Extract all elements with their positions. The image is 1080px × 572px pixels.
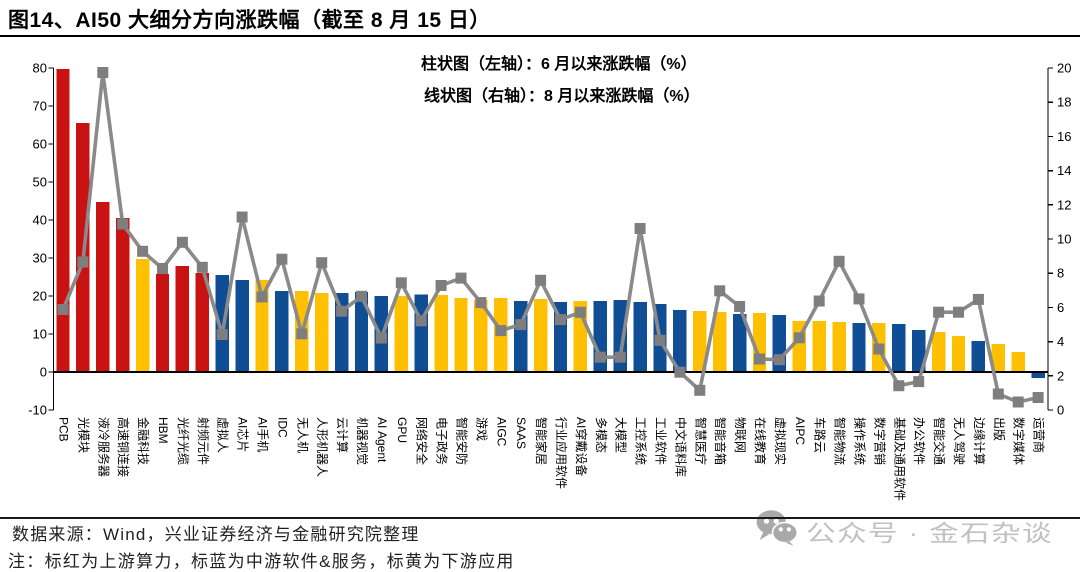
svg-text:18: 18 [1057, 95, 1071, 110]
svg-text:智能安防: 智能安防 [455, 417, 470, 465]
svg-text:出版: 出版 [992, 417, 1006, 441]
svg-text:SAAS: SAAS [514, 417, 528, 449]
svg-text:AI穿戴设备: AI穿戴设备 [574, 417, 589, 476]
svg-text:0: 0 [1057, 403, 1064, 418]
svg-text:边缘计算: 边缘计算 [972, 417, 987, 465]
svg-text:30: 30 [33, 251, 47, 266]
svg-text:60: 60 [33, 137, 47, 152]
svg-text:射频元件: 射频元件 [196, 417, 211, 465]
svg-text:虚拟人: 虚拟人 [216, 417, 230, 453]
svg-text:智能交通: 智能交通 [932, 417, 947, 465]
svg-text:机器视觉: 机器视觉 [355, 417, 370, 465]
svg-text:IDC: IDC [275, 417, 289, 438]
svg-text:车路云: 车路云 [813, 417, 828, 453]
svg-text:智能家居: 智能家居 [534, 417, 549, 465]
svg-text:操作系统: 操作系统 [853, 417, 868, 465]
svg-text:光纤光缆: 光纤光缆 [176, 417, 190, 465]
svg-text:在线教育: 在线教育 [753, 417, 768, 465]
svg-text:办公软件: 办公软件 [912, 417, 927, 465]
svg-text:70: 70 [33, 99, 47, 114]
svg-text:物联网: 物联网 [733, 417, 747, 453]
svg-text:工业软件: 工业软件 [654, 417, 668, 465]
svg-text:虚拟现实: 虚拟现实 [773, 417, 788, 465]
svg-text:大模型: 大模型 [614, 417, 628, 453]
svg-text:高速铜连接: 高速铜连接 [116, 417, 131, 477]
svg-text:PCB: PCB [57, 417, 71, 442]
svg-text:10: 10 [1057, 232, 1071, 247]
svg-text:20: 20 [33, 289, 47, 304]
svg-text:GPU: GPU [395, 417, 409, 443]
svg-text:8: 8 [1057, 266, 1064, 281]
svg-text:中文语料库: 中文语料库 [673, 417, 688, 477]
svg-text:无人机: 无人机 [295, 417, 309, 453]
svg-text:智慧医疗: 智慧医疗 [693, 417, 708, 465]
svg-text:线状图（右轴）：8 月以来涨跌幅（%）: 线状图（右轴）：8 月以来涨跌幅（%） [424, 86, 700, 105]
svg-text:液冷服务器: 液冷服务器 [96, 417, 111, 477]
svg-text:工控系统: 工控系统 [634, 417, 648, 465]
svg-text:80: 80 [33, 61, 47, 76]
svg-text:40: 40 [33, 213, 47, 228]
svg-text:14: 14 [1057, 163, 1071, 178]
svg-text:0: 0 [40, 365, 47, 380]
svg-text:HBM: HBM [156, 417, 170, 444]
svg-text:50: 50 [33, 175, 47, 190]
svg-text:网络安全: 网络安全 [415, 417, 430, 465]
svg-text:人形机器人: 人形机器人 [315, 417, 329, 477]
svg-text:16: 16 [1057, 129, 1071, 144]
svg-text:电子政务: 电子政务 [435, 417, 450, 465]
svg-text:柱状图（左轴）：6 月以来涨跌幅（%）: 柱状图（左轴）：6 月以来涨跌幅（%） [421, 54, 697, 73]
svg-text:AI Agent: AI Agent [375, 417, 389, 463]
svg-text:-10: -10 [28, 403, 47, 418]
svg-text:6: 6 [1057, 300, 1064, 315]
svg-text:光模块: 光模块 [76, 417, 90, 453]
svg-text:云计算: 云计算 [335, 417, 350, 453]
svg-text:无人驾驶: 无人驾驶 [952, 417, 967, 465]
svg-text:AI芯片: AI芯片 [236, 417, 250, 452]
svg-text:基础及通用软件: 基础及通用软件 [892, 417, 906, 501]
svg-text:智能音箱: 智能音箱 [713, 417, 728, 465]
svg-text:4: 4 [1057, 334, 1064, 349]
svg-text:10: 10 [33, 327, 47, 342]
svg-text:2: 2 [1057, 368, 1064, 383]
svg-text:行业应用软件: 行业应用软件 [554, 417, 569, 489]
svg-text:12: 12 [1057, 197, 1071, 212]
svg-text:数字营销: 数字营销 [872, 417, 887, 465]
svg-text:游戏: 游戏 [474, 417, 488, 441]
svg-text:AI手机: AI手机 [256, 417, 270, 452]
svg-text:运营商: 运营商 [1032, 417, 1047, 453]
svg-text:金融科技: 金融科技 [136, 417, 151, 465]
svg-text:20: 20 [1057, 61, 1071, 76]
svg-text:数字媒体: 数字媒体 [1012, 417, 1027, 465]
svg-text:AIGC: AIGC [494, 417, 508, 447]
svg-text:多模态: 多模态 [594, 417, 608, 453]
svg-text:智能物流: 智能物流 [833, 417, 848, 465]
svg-text:AIPC: AIPC [793, 417, 807, 445]
